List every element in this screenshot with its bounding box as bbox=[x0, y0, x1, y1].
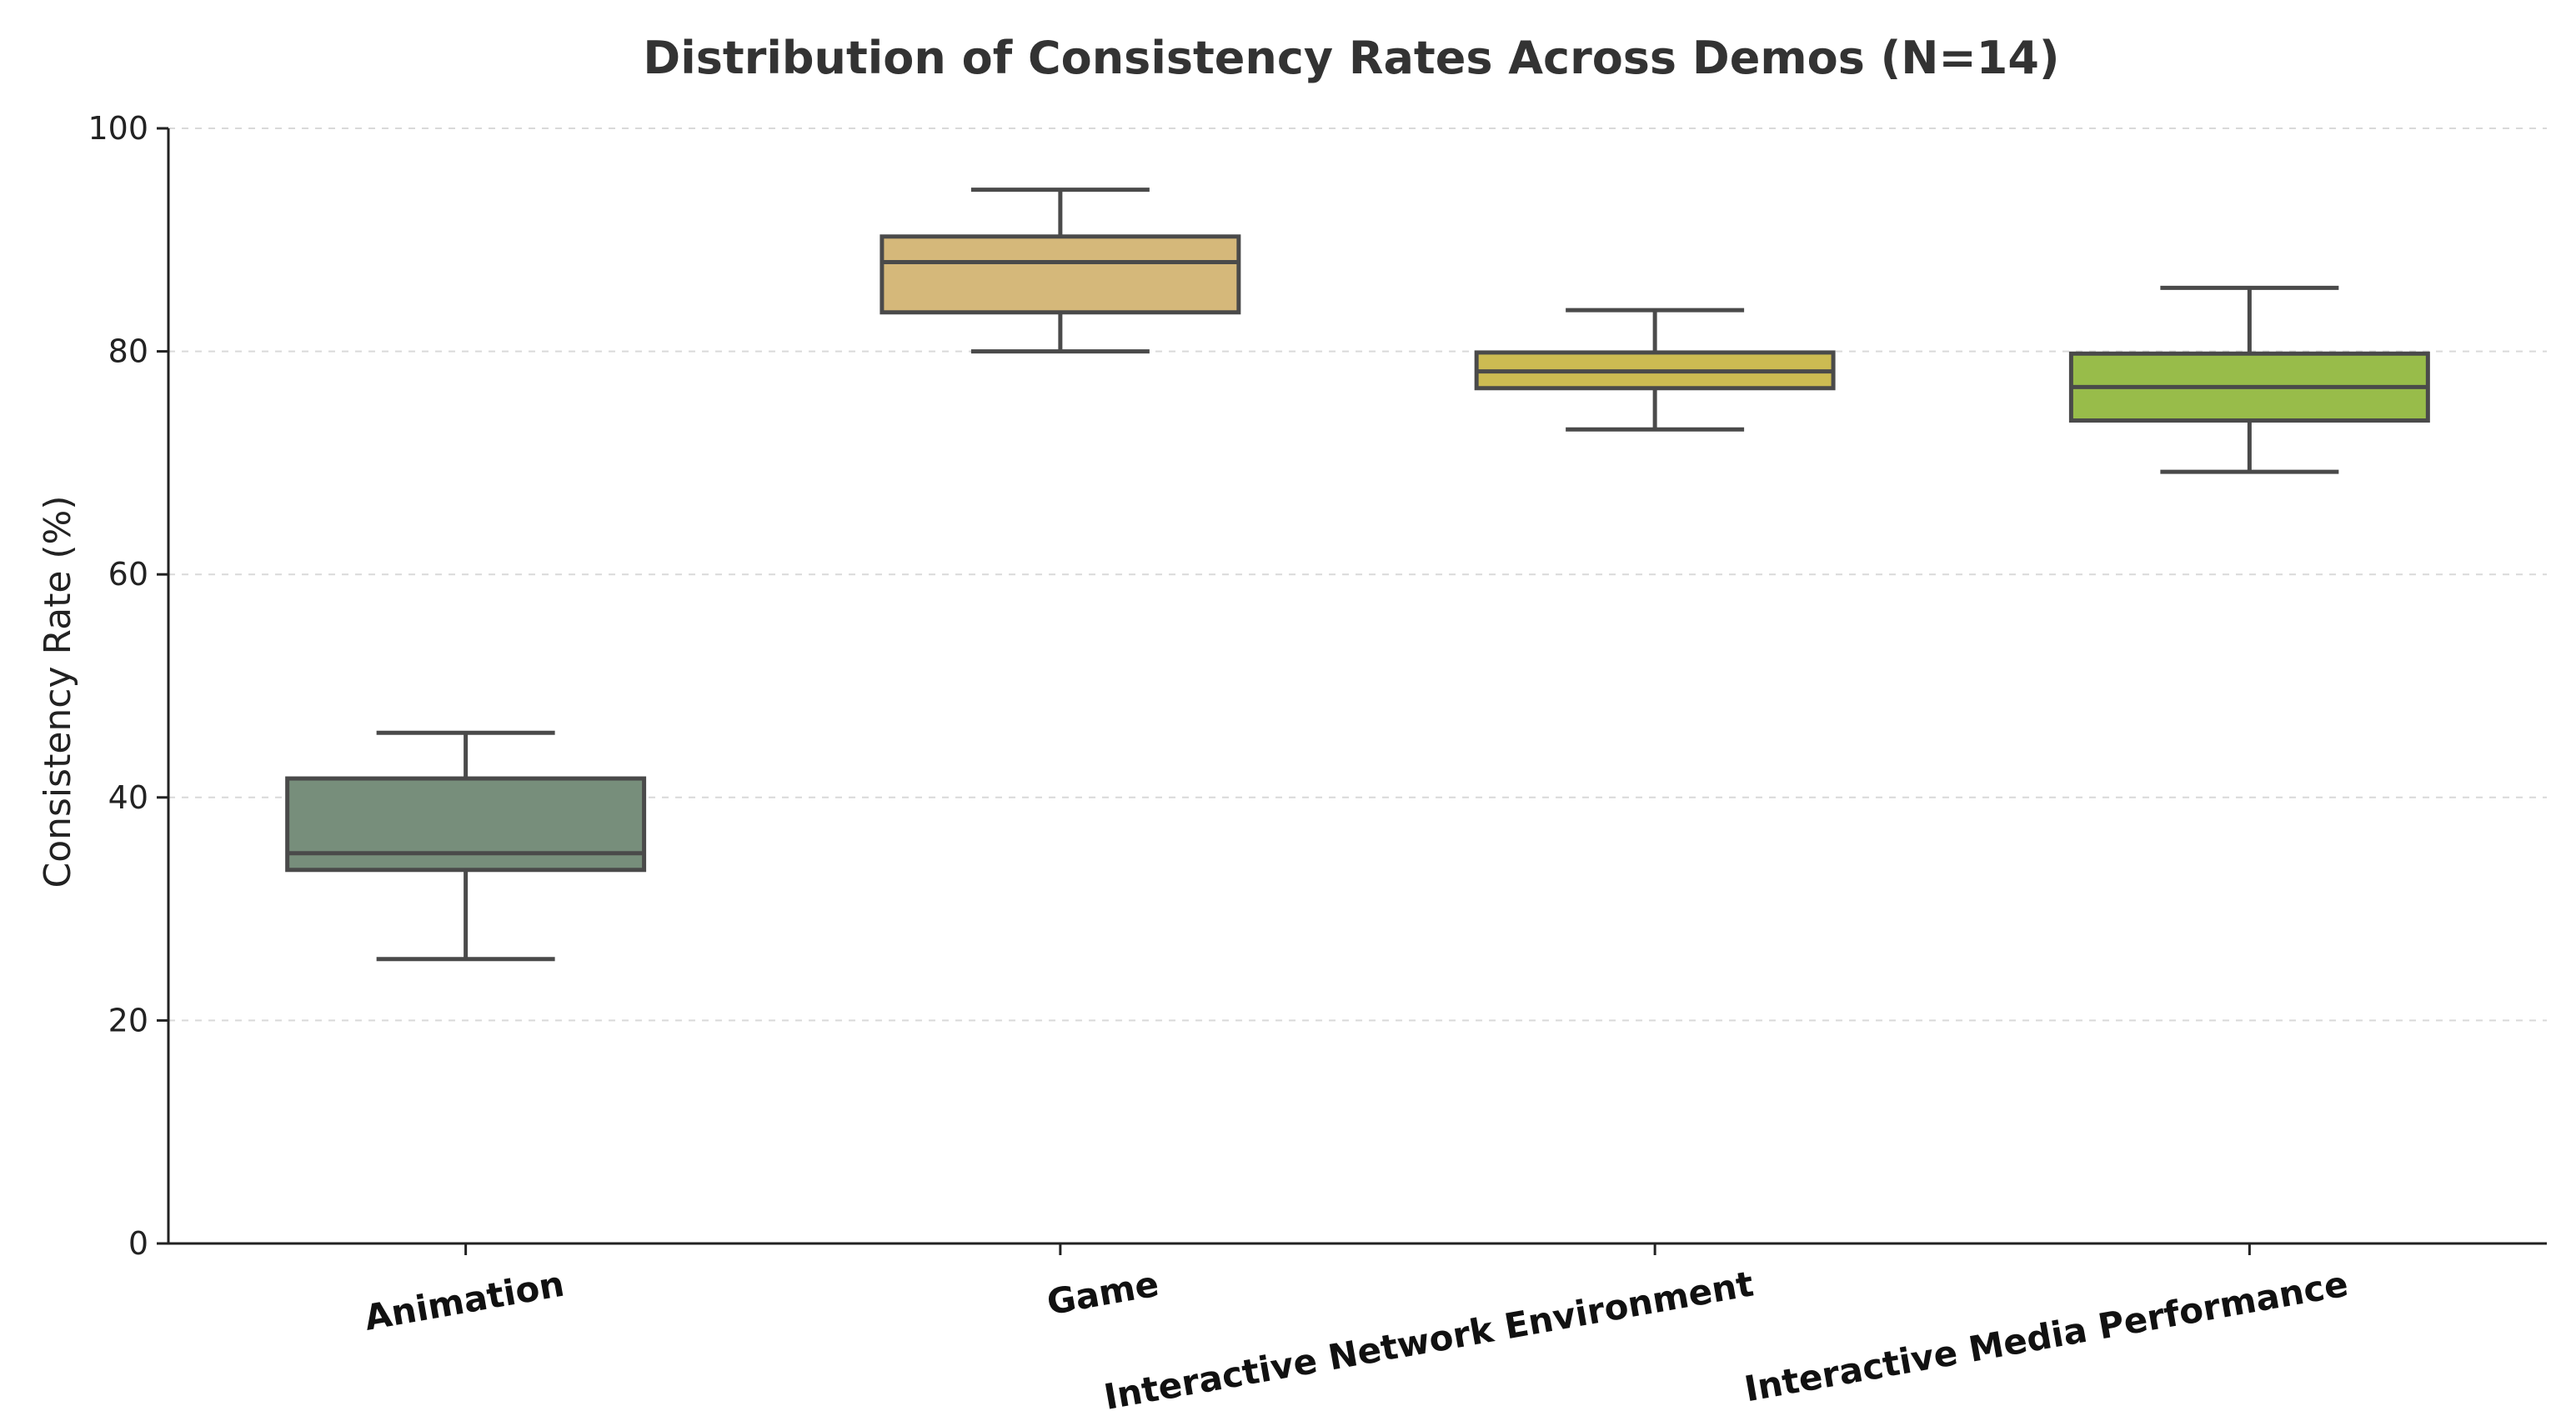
grid-layer bbox=[168, 128, 2547, 1022]
y-tick-label: 20 bbox=[108, 1002, 148, 1038]
chart-title: Distribution of Consistency Rates Across… bbox=[643, 32, 2059, 84]
box-interactive-media-performance bbox=[2068, 285, 2430, 474]
x-tick-label: Animation bbox=[361, 1263, 567, 1338]
y-tick-label: 60 bbox=[108, 556, 148, 593]
box-interactive-network-environment bbox=[1474, 308, 1836, 432]
x-tick-label: Game bbox=[1044, 1263, 1162, 1323]
x-tick-label: Interactive Media Performance bbox=[1742, 1263, 2351, 1410]
axis-layer bbox=[157, 127, 2547, 1255]
box-animation bbox=[285, 730, 647, 962]
iqr-box bbox=[285, 776, 647, 873]
x-tick-label: Interactive Network Environment bbox=[1101, 1263, 1757, 1418]
iqr-box bbox=[880, 234, 1241, 315]
box-layer bbox=[285, 188, 2430, 962]
y-tick-label: 40 bbox=[108, 779, 148, 816]
y-tick-label: 0 bbox=[128, 1225, 148, 1262]
y-axis-label: Consistency Rate (%) bbox=[37, 495, 79, 888]
y-tick-label: 100 bbox=[88, 110, 148, 147]
box-game bbox=[880, 188, 1241, 354]
y-tick-label: 80 bbox=[108, 333, 148, 370]
